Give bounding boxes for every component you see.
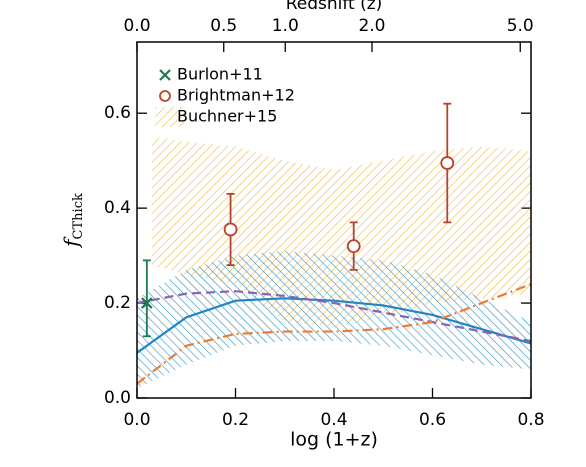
- data-point: [141, 297, 153, 309]
- legend-swatch: [155, 107, 185, 127]
- x-tick-label: 0.4: [320, 410, 347, 430]
- model-line: [137, 297, 531, 354]
- hatched-band: [137, 250, 531, 389]
- data-point: [346, 239, 361, 254]
- plot-area: [137, 102, 531, 389]
- x-tick-label: 0.2: [222, 410, 249, 430]
- data-point: [440, 156, 455, 170]
- legend-label: Brightman+12: [177, 86, 295, 105]
- y-tick-label: 0.4: [104, 198, 131, 218]
- top-axis-title: Redshift (z): [286, 0, 383, 14]
- x-tick-label: 0.6: [419, 410, 446, 430]
- y-label-subscript: CThick: [71, 193, 86, 239]
- x2-tick-label: 5.0: [507, 16, 534, 36]
- y-tick-label: 0.6: [104, 103, 131, 123]
- legend-label: Burlon+11: [177, 65, 263, 84]
- x2-tick-label: 2.0: [358, 16, 385, 36]
- plot-frame: [136, 41, 532, 399]
- legend-marker: [159, 90, 171, 102]
- x-tick-label: 0.0: [123, 410, 150, 430]
- y-axis-label: fCThick: [59, 193, 86, 249]
- x-axis-label: log (1+z): [290, 429, 378, 451]
- x-tick-label: 0.8: [517, 410, 544, 430]
- legend-label: Buchner+15: [177, 107, 277, 126]
- y-tick-label: 0.2: [104, 293, 131, 313]
- data-point: [223, 222, 238, 237]
- model-line: [137, 283, 531, 385]
- x2-tick-label: 0.5: [210, 16, 237, 36]
- y-tick-label: 0.0: [104, 388, 131, 408]
- legend-marker: [159, 69, 171, 81]
- model-line: [137, 290, 531, 343]
- x2-tick-label: 1.0: [272, 16, 299, 36]
- x2-tick-label: 0.0: [123, 16, 150, 36]
